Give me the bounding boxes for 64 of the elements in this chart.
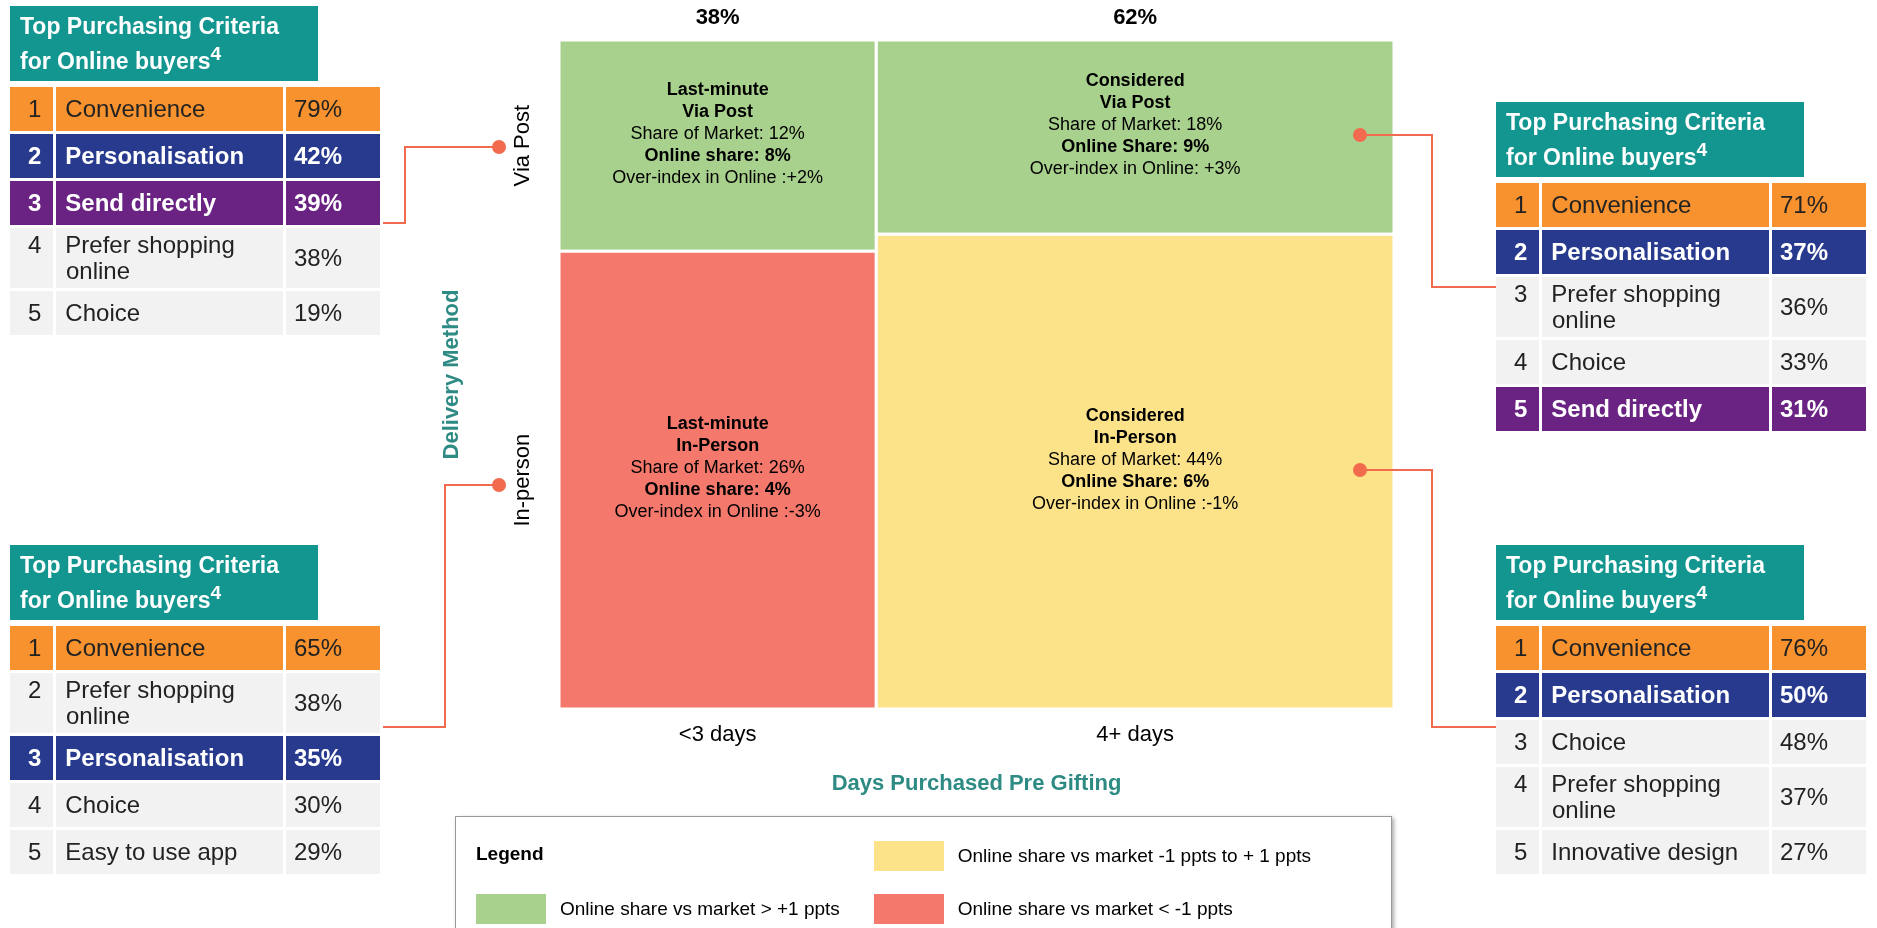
category-label: online <box>66 256 131 284</box>
data-label: Considered Via Post Share of Market: 18% Online Share: 9% Over-index in Online: +3% <box>1029 70 1241 179</box>
text: 48% <box>1780 727 1829 755</box>
data-label: 62% <box>1113 4 1158 30</box>
text: 2 Prefer shopping <box>28 675 235 703</box>
text: Top Purchasing Criteria for Online buyers$^{4}$ <box>1496 545 1804 620</box>
legend-label: Online share vs market < -1 ppts <box>957 897 1233 920</box>
text: 30% <box>294 790 343 818</box>
category-label: online <box>66 701 131 729</box>
text: 79% <box>294 94 343 122</box>
category-label: In-person <box>509 433 535 527</box>
category-label: online <box>1552 305 1617 333</box>
data-label: Considered In-Person Share of Market: 44% Online Share: 6% Over-index in Online :-1% <box>1032 404 1239 513</box>
text: Top Purchasing Criteria for Online buyers$^{4}$ <box>1496 102 1804 177</box>
text: 36% <box>1780 292 1829 320</box>
text: 19% <box>294 298 343 326</box>
text: Top Purchasing Criteria for Online buyers$^{4}$ <box>10 6 318 81</box>
text: 38% <box>294 688 343 716</box>
text: 2 Personalisation <box>28 141 245 169</box>
text: 5 Easy to use app <box>28 837 238 865</box>
category-label: <3 days <box>678 721 757 747</box>
category-label: 4+ days <box>1096 721 1174 747</box>
text: 31% <box>1780 394 1829 422</box>
text: 29% <box>294 837 343 865</box>
legend-label: Online share vs market > +1 ppts <box>560 897 840 920</box>
text: Top Purchasing Criteria for Online buyers$^{4}$ <box>10 545 318 620</box>
data-label: Last-minute In-Person Share of Market: 26% Online share: 4% Over-index in Online :-3% <box>614 413 821 522</box>
text: 33% <box>1780 347 1829 375</box>
category-label: Via Post <box>509 104 535 187</box>
text: 4 Choice <box>1514 347 1627 375</box>
text: 3 Personalisation <box>28 743 245 771</box>
text: 37% <box>1780 237 1829 265</box>
text: 1 Convenience <box>28 94 206 122</box>
text: 4 Prefer shopping <box>28 230 235 258</box>
text: 1 Convenience <box>28 633 206 661</box>
text: 65% <box>294 633 343 661</box>
text: 37% <box>1780 782 1829 810</box>
text: 38% <box>294 243 343 271</box>
text: 3 Choice <box>1514 727 1627 755</box>
text: 5 Innovative design <box>1514 837 1739 865</box>
category-label: online <box>1552 795 1617 823</box>
text: 35% <box>294 743 343 771</box>
text: 4 Choice <box>28 790 141 818</box>
text: 1 Convenience <box>1514 190 1692 218</box>
text: Days Purchased Pre Gifting <box>831 770 1122 796</box>
text: 3 Prefer shopping <box>1514 279 1721 307</box>
text: 4 Prefer shopping <box>1514 769 1721 797</box>
text: 50% <box>1780 680 1829 708</box>
text: 71% <box>1780 190 1829 218</box>
text: Delivery Method <box>438 289 464 460</box>
legend-label: Online share vs market -1 ppts to + 1 ppts <box>957 845 1312 868</box>
text: 3 Send directly <box>28 188 217 216</box>
text: 5 Send directly <box>1514 394 1703 422</box>
data-label: Last-minute Via Post Share of Market: 12% Online share: 8% Over-index in Online :+2% <box>612 78 823 187</box>
text: 2 Personalisation <box>1514 680 1731 708</box>
legend-title: Legend <box>476 843 545 866</box>
text: 42% <box>294 141 343 169</box>
text: 1 Convenience <box>1514 633 1692 661</box>
text: 5 Choice <box>28 298 141 326</box>
text: 39% <box>294 188 343 216</box>
text: 2 Personalisation <box>1514 237 1731 265</box>
text: 27% <box>1780 837 1829 865</box>
data-label: 38% <box>695 4 740 30</box>
text: 76% <box>1780 633 1829 661</box>
